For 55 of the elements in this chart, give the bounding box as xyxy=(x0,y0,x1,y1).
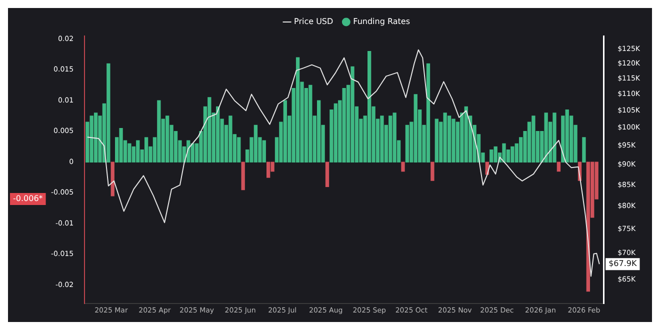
bar xyxy=(216,106,220,162)
bar xyxy=(401,162,405,172)
bar xyxy=(368,51,372,162)
bar xyxy=(157,100,161,162)
bar xyxy=(90,116,94,162)
bar xyxy=(502,143,506,162)
bar xyxy=(494,146,498,162)
bar xyxy=(430,162,434,181)
bar xyxy=(110,162,114,196)
bar xyxy=(405,124,410,162)
bar xyxy=(342,88,346,162)
bar xyxy=(190,143,194,162)
bar xyxy=(426,63,430,162)
bar xyxy=(556,162,561,172)
bar xyxy=(166,116,170,162)
text: $67.9K xyxy=(608,259,638,268)
bar xyxy=(388,116,392,162)
bar xyxy=(119,128,123,162)
bar xyxy=(544,112,548,162)
bar xyxy=(510,146,514,162)
text: -0.006* xyxy=(13,194,43,204)
bar xyxy=(254,124,258,162)
bar xyxy=(106,63,110,162)
bar xyxy=(241,162,245,190)
bar xyxy=(392,112,396,162)
bar xyxy=(532,116,536,162)
bar xyxy=(144,137,148,162)
bar xyxy=(447,116,452,162)
bar xyxy=(414,94,418,162)
bar xyxy=(308,84,312,162)
bar xyxy=(582,137,586,162)
bar xyxy=(380,116,384,162)
bar xyxy=(434,118,438,162)
bar xyxy=(443,112,447,162)
bar xyxy=(237,137,241,162)
bar xyxy=(94,112,98,162)
bar xyxy=(208,97,212,162)
legend-label: Price USD xyxy=(294,17,334,26)
bar xyxy=(296,57,300,162)
bar xyxy=(334,103,338,162)
bar xyxy=(283,100,287,162)
bar xyxy=(452,118,456,162)
legend-label: Funding Rates xyxy=(353,17,410,26)
bar xyxy=(490,149,494,162)
bar xyxy=(565,109,569,162)
bar xyxy=(262,140,266,162)
bar xyxy=(228,116,232,162)
bar xyxy=(552,112,556,162)
bar xyxy=(464,106,468,162)
bar xyxy=(128,143,132,162)
bar xyxy=(136,140,140,162)
bar xyxy=(350,66,354,162)
bar xyxy=(317,100,321,162)
bar xyxy=(266,162,270,178)
bar xyxy=(325,162,330,188)
